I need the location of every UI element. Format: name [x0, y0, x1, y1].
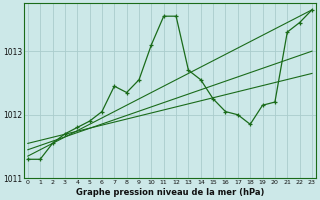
X-axis label: Graphe pression niveau de la mer (hPa): Graphe pression niveau de la mer (hPa) [76, 188, 264, 197]
